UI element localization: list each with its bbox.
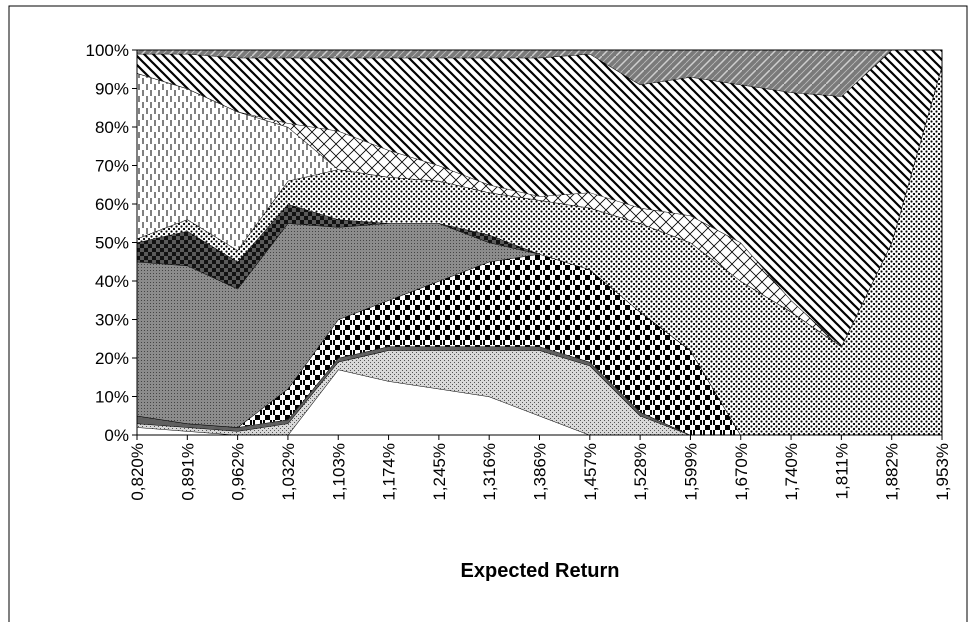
y-tick-label: 80% (95, 118, 129, 137)
x-tick-label: 1,386% (531, 443, 550, 501)
y-tick-label: 60% (95, 195, 129, 214)
area-pattern (137, 65, 942, 347)
y-tick-label: 10% (95, 388, 129, 407)
area-pattern (137, 223, 942, 435)
y-tick-label: 50% (95, 234, 129, 253)
x-tick-label: 1,457% (581, 443, 600, 501)
area-pattern (137, 350, 942, 435)
y-tick-label: 100% (86, 41, 129, 60)
y-tick-label: 70% (95, 157, 129, 176)
area-pattern (137, 254, 942, 435)
x-tick-label: 1,953% (933, 443, 952, 501)
x-tick-label: 0,820% (128, 443, 147, 501)
area-pattern (137, 50, 942, 347)
y-tick-label: 30% (95, 311, 129, 330)
x-tick-label: 1,316% (480, 443, 499, 501)
chart-frame (8, 5, 968, 622)
x-tick-label: 1,811% (832, 443, 851, 499)
area-pattern (137, 50, 942, 97)
x-tick-label: 1,740% (782, 443, 801, 501)
x-tick-label: 0,891% (178, 443, 197, 501)
x-tick-label: 1,174% (380, 443, 399, 501)
x-tick-label: 1,103% (329, 443, 348, 501)
y-tick-label: 20% (95, 349, 129, 368)
x-tick-label: 1,528% (631, 443, 650, 501)
x-tick-label: 1,599% (681, 443, 700, 501)
x-tick-label: 1,882% (883, 443, 902, 501)
y-tick-label: 90% (95, 80, 129, 99)
x-tick-label: 0,962% (229, 443, 248, 501)
x-tick-label: 1,245% (430, 443, 449, 501)
area (137, 369, 942, 435)
y-tick-label: 40% (95, 272, 129, 291)
area-pattern (137, 65, 942, 436)
x-tick-label: 1,032% (279, 443, 298, 501)
x-axis-label: Expected Return (461, 560, 620, 582)
x-tick-label: 1,670% (732, 443, 751, 501)
y-tick-label: 0% (104, 426, 129, 445)
